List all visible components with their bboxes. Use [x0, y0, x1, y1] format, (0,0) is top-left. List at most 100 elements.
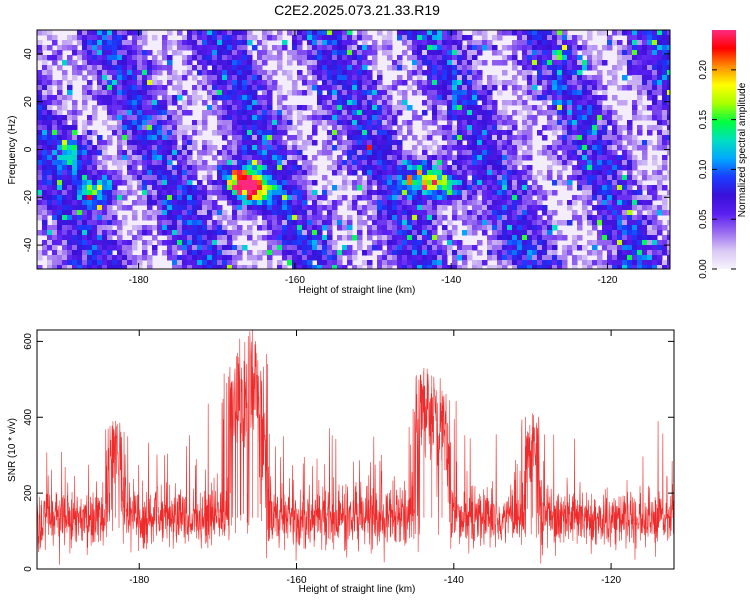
heatmap-cell [572, 35, 578, 41]
heatmap-cell [167, 65, 173, 71]
heatmap-cell [92, 90, 98, 96]
heatmap-cell [487, 40, 493, 46]
heatmap-cell [657, 140, 663, 146]
heatmap-cell [227, 125, 233, 131]
heatmap-cell [157, 200, 163, 206]
heatmap-cell [497, 165, 503, 171]
heatmap-cell [222, 215, 228, 221]
heatmap-cell [42, 165, 48, 171]
heatmap-cell [537, 230, 543, 236]
heatmap-cell [522, 215, 528, 221]
heatmap-cell [502, 190, 508, 196]
heatmap-cell [582, 145, 588, 151]
heatmap-cell [637, 30, 643, 36]
heatmap-cell [147, 75, 153, 81]
heatmap-cell [667, 125, 670, 131]
heatmap-cell [367, 245, 373, 251]
heatmap-cell [487, 80, 493, 86]
heatmap-cell [407, 220, 413, 226]
heatmap-cell [612, 145, 618, 151]
heatmap-cell [587, 155, 593, 161]
heatmap-cell [637, 45, 643, 51]
heatmap-cell [537, 105, 543, 111]
heatmap-cell [42, 75, 48, 81]
heatmap-cell [272, 190, 278, 196]
heatmap-cell [122, 105, 128, 111]
heatmap-cell [457, 30, 463, 36]
heatmap-cell [107, 235, 113, 241]
heatmap-cell [147, 80, 153, 86]
heatmap-cell [107, 240, 113, 246]
heatmap-cell [207, 245, 213, 251]
heatmap-cell [587, 170, 593, 176]
heatmap-cell [567, 250, 573, 256]
heatmap-cell [537, 40, 543, 46]
heatmap-cell [517, 230, 523, 236]
heatmap-cell [367, 75, 373, 81]
heatmap-cell [537, 110, 543, 116]
heatmap-cell [417, 185, 423, 191]
heatmap-cell [332, 210, 338, 216]
heatmap-cell [52, 170, 58, 176]
heatmap-cell [372, 125, 378, 131]
heatmap-cell [77, 250, 83, 256]
heatmap-cell [52, 180, 58, 186]
heatmap-cell [397, 80, 403, 86]
heatmap-cell [502, 250, 508, 256]
heatmap-cell [442, 80, 448, 86]
heatmap-cell [637, 245, 643, 251]
heatmap-cell [122, 125, 128, 131]
heatmap-cell [422, 195, 428, 201]
heatmap-cell [72, 135, 78, 141]
heatmap-cell [142, 30, 148, 36]
heatmap-cell [102, 105, 108, 111]
heatmap-cell [332, 85, 338, 91]
heatmap-cell [607, 80, 613, 86]
heatmap-cell [587, 220, 593, 226]
heatmap-cell [642, 55, 648, 61]
heatmap-cell [592, 125, 598, 131]
heatmap-cell [347, 140, 353, 146]
heatmap-cell [657, 205, 663, 211]
heatmap-cell [422, 220, 428, 226]
heatmap-cell [167, 235, 173, 241]
heatmap-cell [227, 185, 233, 191]
heatmap-cell [387, 200, 393, 206]
heatmap-cell [407, 255, 413, 261]
heatmap-cell [657, 45, 663, 51]
heatmap-cell [212, 75, 218, 81]
heatmap-cell [412, 230, 418, 236]
heatmap-cell [237, 65, 243, 71]
heatmap-cell [312, 190, 318, 196]
heatmap-cell [202, 85, 208, 91]
heatmap-cell [172, 100, 178, 106]
heatmap-cell [92, 30, 98, 36]
heatmap-cell [147, 155, 153, 161]
heatmap-cell [162, 240, 168, 246]
heatmap-cell [632, 85, 638, 91]
heatmap-cell [97, 200, 103, 206]
heatmap-cell [157, 185, 163, 191]
heatmap-cell [492, 105, 498, 111]
heatmap-cell [267, 55, 273, 61]
heatmap-cell [307, 160, 313, 166]
heatmap-cell [237, 55, 243, 61]
heatmap-cell [352, 65, 358, 71]
heatmap-cell [392, 215, 398, 221]
heatmap-cell [582, 50, 588, 56]
heatmap-cell [287, 30, 293, 36]
heatmap-cell [137, 255, 143, 261]
heatmap-cell [632, 160, 638, 166]
heatmap-cell [127, 260, 133, 266]
heatmap-cell [542, 95, 548, 101]
heatmap-cell [377, 120, 383, 126]
heatmap-cell [117, 55, 123, 61]
heatmap-cell [572, 195, 578, 201]
heatmap-cell [132, 90, 138, 96]
heatmap-cell [387, 170, 393, 176]
heatmap-cell [662, 110, 668, 116]
heatmap-cell [357, 180, 363, 186]
heatmap-cell [517, 195, 523, 201]
heatmap-cell [77, 225, 83, 231]
heatmap-cell [627, 255, 633, 261]
